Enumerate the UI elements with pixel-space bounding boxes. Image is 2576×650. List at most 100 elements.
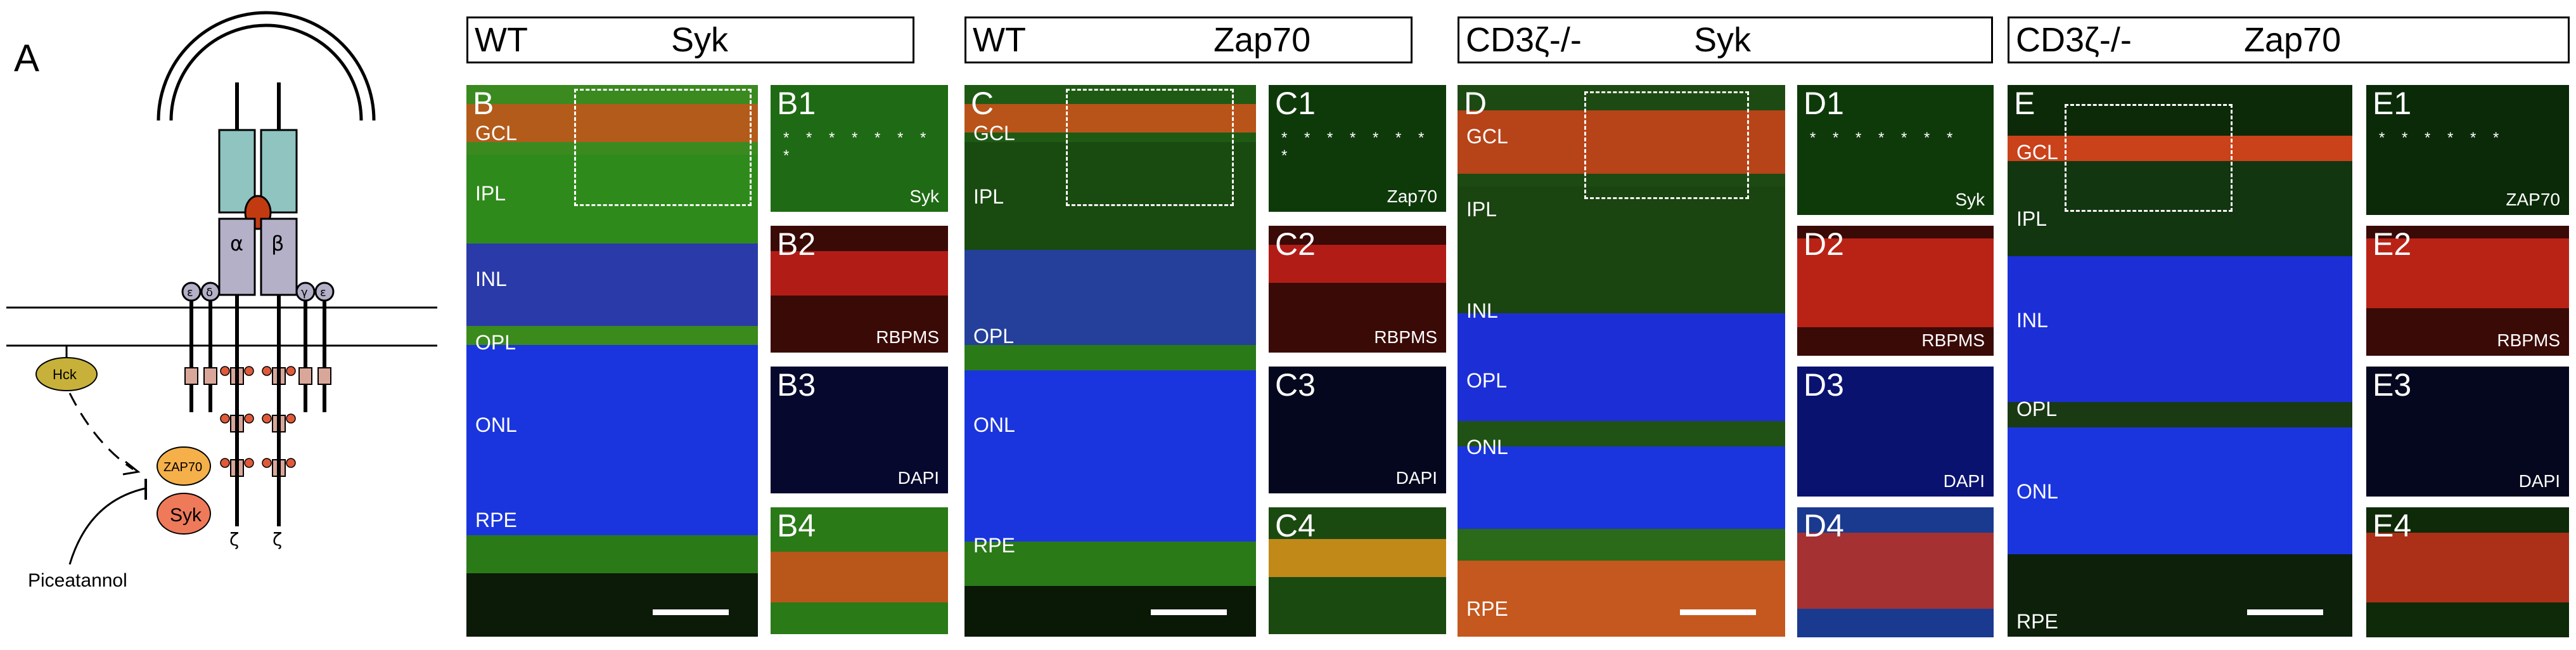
panel-c-retina-wt-zap70: C GCL IPL OPL ONL RPE (964, 85, 1256, 637)
header-cd3z-zap70: CD3ζ-/- Zap70 (2008, 16, 2570, 63)
hck-label: Hck (53, 367, 77, 382)
layer-opl: OPL (475, 331, 516, 354)
panel-a-label: A (14, 37, 39, 79)
inset-label: D3 (1804, 367, 1844, 403)
layer-gcl: GCL (1466, 125, 1508, 148)
inset-e1-zap70: E1 * * * * * * ZAP70 (2366, 85, 2569, 215)
inset-d1-syk: D1 * * * * * * * Syk (1797, 85, 1994, 215)
header-protein: Syk (1694, 21, 1752, 59)
inset-label: B2 (777, 226, 816, 262)
layer-rpe: RPE (2016, 610, 2058, 633)
header-genotype: WT (475, 21, 528, 59)
tcr-variable-right (260, 129, 298, 214)
inset-marker: Syk (1955, 190, 1985, 209)
inset-image (1797, 533, 1994, 609)
apc-arc-inner (169, 23, 363, 121)
syk-kinase (157, 493, 211, 535)
header-wt-syk: WT Syk (466, 16, 914, 63)
eps2-label: ε (320, 286, 326, 299)
retina-image (964, 85, 1256, 637)
zap70-label: ZAP70 (163, 460, 202, 474)
zeta1-label: ζ (229, 529, 239, 550)
roi-box (1066, 89, 1234, 206)
panel-d-retina-cd3z-syk: D GCL IPL INL OPL ONL RPE (1458, 85, 1785, 637)
delta-label: δ (206, 286, 213, 299)
scale-bar (2247, 609, 2323, 615)
inset-e2-rbpms: E2 RBPMS (2366, 226, 2569, 356)
header-cd3z-syk: CD3ζ-/- Syk (1458, 16, 1993, 63)
layer-opl: OPL (1466, 369, 1508, 392)
inset-label: E1 (2373, 86, 2412, 121)
layer-ipl: IPL (973, 185, 1004, 208)
layer-gcl: GCL (2016, 141, 2058, 164)
inset-label: B1 (777, 86, 816, 121)
inset-marker: DAPI (1943, 471, 1985, 491)
inset-e3-dapi: E3 DAPI (2366, 367, 2569, 497)
inset-d3-dapi: D3 DAPI (1797, 367, 1994, 497)
header-genotype: WT (973, 21, 1026, 59)
header-genotype: CD3ζ-/- (1466, 21, 1582, 59)
inset-label: B3 (777, 367, 816, 403)
inset-b3-dapi: B3 DAPI (771, 367, 948, 493)
scale-bar (1680, 609, 1756, 615)
cell-markers: * * * * * * * * (783, 129, 933, 164)
tcr-signaling-schematic: A α β ε δ γ ε ζ ζ Hck (6, 11, 437, 591)
tcr-variable-left (218, 129, 256, 214)
inset-image (771, 251, 948, 296)
header-wt-zap70: WT Zap70 (964, 16, 1413, 63)
syk-label: Syk (170, 505, 202, 526)
inset-image (2366, 533, 2569, 602)
header-protein: Zap70 (2244, 21, 2342, 59)
inset-marker: DAPI (2518, 471, 2560, 491)
layer-onl: ONL (1466, 436, 1508, 458)
layer-ipl: IPL (475, 182, 506, 205)
inset-b4-merge: B4 (771, 507, 948, 634)
layer-inl: INL (475, 268, 507, 290)
layer-gcl: GCL (475, 122, 517, 145)
inset-label: C2 (1275, 226, 1316, 262)
zap70-kinase (157, 446, 211, 486)
layer-onl: ONL (475, 413, 517, 436)
panel-label: E (2014, 86, 2035, 121)
inset-marker: RBPMS (2497, 330, 2560, 350)
inset-b1-syk: B1 * * * * * * * * Syk (771, 85, 948, 212)
hck-arrowhead (122, 460, 141, 476)
piceatannol-label: Piceatannol (28, 570, 127, 591)
panel-label: D (1464, 86, 1487, 121)
inset-label: E2 (2373, 226, 2412, 262)
inset-c4-merge: C4 (1269, 507, 1446, 634)
panel-b-retina-wt-syk: B GCL IPL INL OPL ONL RPE (466, 85, 758, 637)
inset-label: D1 (1804, 86, 1844, 121)
gamma-label: γ (301, 286, 308, 299)
layer-ipl: IPL (2016, 207, 2047, 230)
layer-onl: ONL (2016, 480, 2058, 503)
inset-image (771, 552, 948, 602)
inset-c1-zap70: C1 * * * * * * * * Zap70 (1269, 85, 1446, 212)
inset-marker: DAPI (1395, 468, 1437, 488)
inset-label: C3 (1275, 367, 1316, 403)
roi-box (1584, 91, 1749, 199)
inset-label: D2 (1804, 226, 1844, 262)
inset-image (1269, 539, 1446, 577)
alpha-chain (218, 218, 256, 296)
roi-box (2065, 104, 2233, 212)
inset-marker: RBPMS (1374, 327, 1437, 347)
roi-box (574, 89, 752, 206)
panel-label: C (971, 86, 994, 121)
inset-b2-rbpms: B2 RBPMS (771, 226, 948, 353)
inset-c2-rbpms: C2 RBPMS (1269, 226, 1446, 353)
inset-marker: DAPI (897, 468, 939, 488)
scale-bar (653, 609, 729, 615)
scale-bar (1151, 609, 1227, 615)
retina-image (466, 85, 758, 637)
inset-label: B4 (777, 508, 816, 543)
layer-gcl: GCL (973, 122, 1015, 145)
header-genotype: CD3ζ-/- (2016, 21, 2132, 59)
inset-marker: ZAP70 (2506, 190, 2560, 209)
layer-opl: OPL (973, 325, 1015, 348)
layer-inl: INL (2016, 309, 2048, 332)
inset-image (1269, 245, 1446, 283)
layer-inl: INL (1466, 299, 1498, 322)
layer-rpe: RPE (1466, 597, 1508, 620)
inset-image (2366, 238, 2569, 308)
